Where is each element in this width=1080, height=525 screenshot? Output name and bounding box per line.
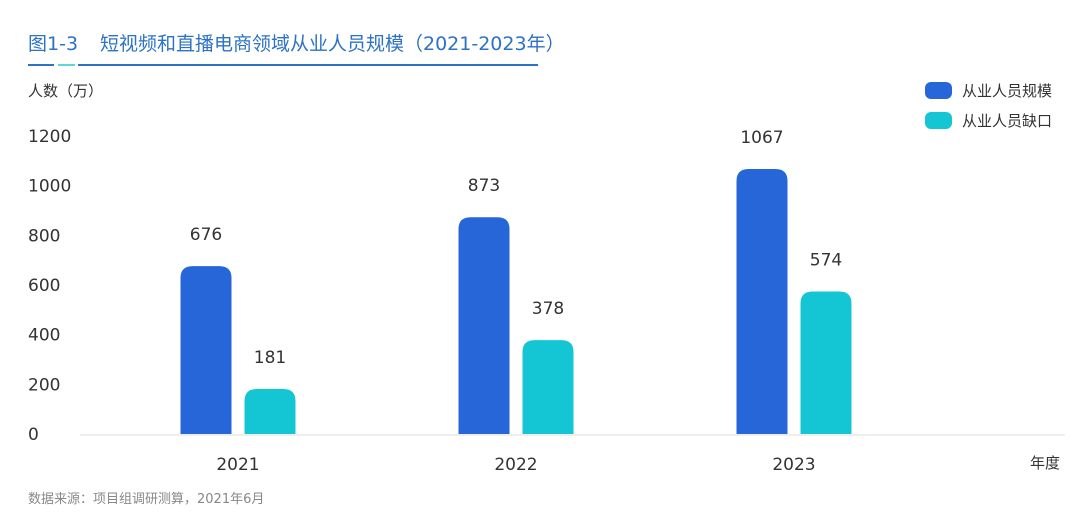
bar-gap-2021 [244,389,296,434]
x-axis-label: 年度 [1030,454,1060,472]
bar-scale-2021 [180,266,232,434]
y-tick-label: 0 [28,425,39,445]
bar-scale-2023 [736,169,788,435]
legend-swatch [925,82,952,99]
data-label: 873 [468,176,500,196]
x-tick-label: 2021 [216,455,259,475]
y-tick-label: 400 [28,326,60,346]
bar-gap-2023 [800,291,852,434]
y-tick-label: 200 [28,375,60,395]
x-tick-label: 2023 [772,455,815,475]
data-label: 574 [810,250,842,270]
x-tick-label: 2022 [494,455,537,475]
data-label: 676 [190,225,222,245]
data-label: 1067 [740,128,783,148]
bar-gap-2022 [522,340,574,434]
chart-title: 短视频和直播电商领域从业人员规模（2021-2023年） [100,33,565,55]
y-axis-label: 人数（万） [28,82,103,100]
y-tick-label: 600 [28,276,60,296]
data-label: 378 [532,299,564,319]
legend-swatch [925,112,952,129]
y-tick-label: 1000 [28,177,71,197]
y-tick-label: 800 [28,226,60,246]
figure-label: 图1-3 [28,33,78,55]
legend-label: 从业人员缺口 [962,112,1052,130]
y-tick-label: 1200 [28,127,71,147]
legend-label: 从业人员规模 [962,82,1052,100]
source-note: 数据来源：项目组调研测算，2021年6月 [28,492,264,507]
data-label: 181 [254,348,286,368]
bar-scale-2022 [458,217,510,434]
